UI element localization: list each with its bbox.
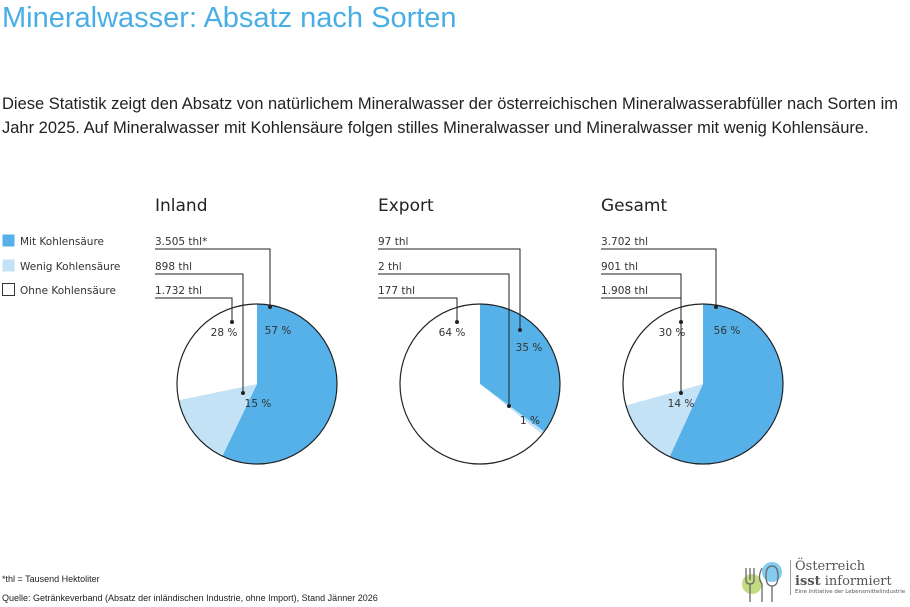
leader-line <box>601 297 682 322</box>
legend-swatch <box>2 283 15 296</box>
chart-title: Gesamt <box>601 196 667 216</box>
leader-line <box>155 297 233 322</box>
leader-line <box>155 273 244 393</box>
percent-label: 64 % <box>439 327 466 339</box>
description: Diese Statistik zeigt den Absatz von nat… <box>2 95 898 137</box>
leader-dot <box>518 328 522 332</box>
legend-swatch <box>2 259 15 272</box>
leader-dot <box>268 305 272 309</box>
value-label: 1.732 thl <box>155 285 202 297</box>
leader-dot <box>507 404 511 408</box>
logo-text: informiert <box>824 574 892 589</box>
pie-slice-wenig <box>480 384 545 435</box>
percent-label: 57 % <box>265 325 292 337</box>
leader-dot <box>679 391 683 395</box>
footnote: *thl = Tausend Hektoliter <box>2 574 100 584</box>
percent-label: 15 % <box>245 398 272 410</box>
leader-dot <box>455 320 459 324</box>
value-label: 901 thl <box>601 261 638 273</box>
cutlery-icon <box>742 562 782 602</box>
legend-label: Mit Kohlensäure <box>20 236 104 248</box>
leader-line <box>378 248 521 330</box>
pie-slice-ohne <box>176 303 257 401</box>
value-label: 1.908 thl <box>601 285 648 297</box>
leader-line <box>378 273 510 406</box>
legend-label: Ohne Kohlensäure <box>20 285 116 297</box>
chart-title: Inland <box>155 196 208 216</box>
pie-outline <box>622 303 784 465</box>
pie-slice-mit <box>222 304 338 464</box>
leader-dot <box>230 320 234 324</box>
percent-label: 28 % <box>211 327 238 339</box>
logo-text: Österreich <box>795 559 866 574</box>
value-label: 2 thl <box>378 261 402 273</box>
leader-line <box>601 273 682 393</box>
pie-slice-ohne <box>400 304 543 464</box>
logo-text: isst <box>795 574 821 589</box>
pie-slice-mit <box>669 304 783 464</box>
pie-slice-mit <box>480 304 560 432</box>
leader-dot <box>714 305 718 309</box>
chart-title: Export <box>378 196 434 216</box>
leader-line <box>378 297 458 322</box>
pie-charts: Mit Kohlensäure Wenig Kohlensäure Ohne Koh… <box>2 196 784 465</box>
leader-line <box>155 248 271 307</box>
percent-label: 30 % <box>659 327 686 339</box>
percent-label: 1 % <box>520 415 540 427</box>
value-label: 97 thl <box>378 236 408 248</box>
logo-text: Eine Initiative der Lebensmittelindustri… <box>795 589 906 595</box>
pie-outline <box>176 303 338 465</box>
value-label: 177 thl <box>378 285 415 297</box>
legend-swatch <box>2 234 15 247</box>
value-label: 3.702 thl <box>601 236 648 248</box>
page-title: Mineralwasser: Absatz nach Sorten <box>2 2 457 34</box>
percent-label: 14 % <box>668 398 695 410</box>
pie-slice-ohne <box>623 304 703 406</box>
leader-dot <box>241 391 245 395</box>
leader-dot <box>679 320 683 324</box>
value-label: 3.505 thl* <box>155 236 207 248</box>
percent-label: 56 % <box>714 325 741 337</box>
source: Quelle: Getränkeverband (Absatz der inlä… <box>2 593 378 603</box>
logo: Österreich isst informiert Eine Initiati… <box>738 560 908 604</box>
legend-label: Wenig Kohlensäure <box>20 261 120 273</box>
leader-line <box>601 248 717 307</box>
pie-outline <box>399 303 561 465</box>
percent-label: 35 % <box>516 342 543 354</box>
value-label: 898 thl <box>155 261 192 273</box>
